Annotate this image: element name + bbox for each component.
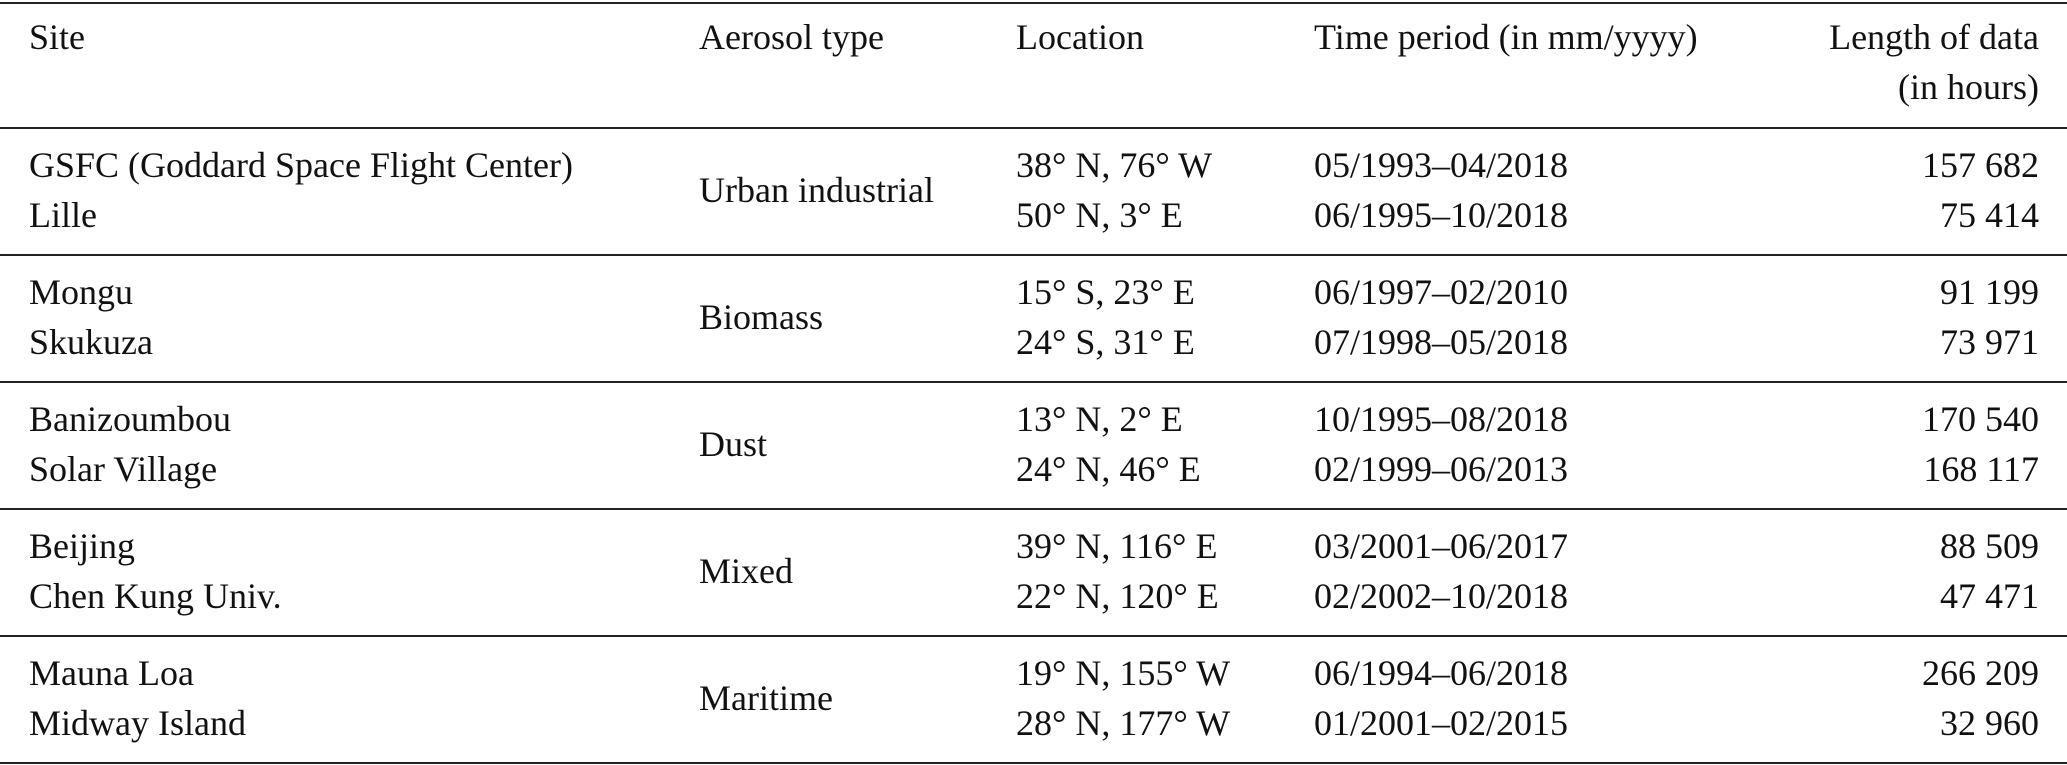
length: 170 540 bbox=[1922, 399, 2039, 439]
period: 02/2002–10/2018 bbox=[1314, 576, 1569, 616]
location: 22° N, 120° E bbox=[1016, 576, 1219, 616]
rule bbox=[0, 508, 2067, 510]
site: Midway Island bbox=[29, 703, 246, 743]
period: 06/1995–10/2018 bbox=[1314, 195, 1569, 235]
rule bbox=[0, 635, 2067, 637]
period: 06/1997–02/2010 bbox=[1314, 272, 1569, 312]
header-cell: Site bbox=[29, 17, 86, 57]
location: 50° N, 3° E bbox=[1016, 195, 1183, 235]
location: 38° N, 76° W bbox=[1016, 145, 1213, 185]
header-cell: Length of data (in hours) bbox=[1829, 17, 2039, 107]
location: 13° N, 2° E bbox=[1016, 399, 1183, 439]
site: Mongu bbox=[29, 272, 134, 312]
site: Banizoumbou bbox=[29, 399, 231, 439]
rule bbox=[0, 127, 2067, 129]
rule bbox=[0, 762, 2067, 764]
length: 266 209 bbox=[1922, 653, 2039, 693]
aerosol-type: Dust bbox=[699, 424, 768, 464]
period: 06/1994–06/2018 bbox=[1314, 653, 1569, 693]
period: 02/1999–06/2013 bbox=[1314, 449, 1569, 489]
header-cell: Aerosol type bbox=[699, 17, 884, 57]
location: 28° N, 177° W bbox=[1016, 703, 1231, 743]
length: 88 509 bbox=[1940, 526, 2039, 566]
period: 10/1995–08/2018 bbox=[1314, 399, 1569, 439]
header-cell: Time period (in mm/yyyy) bbox=[1314, 17, 1698, 57]
site: Solar Village bbox=[29, 449, 218, 489]
length: 32 960 bbox=[1940, 703, 2039, 743]
period: 01/2001–02/2015 bbox=[1314, 703, 1569, 743]
length: 168 117 bbox=[1923, 449, 2039, 489]
length: 75 414 bbox=[1940, 195, 2039, 235]
location: 39° N, 116° E bbox=[1016, 526, 1218, 566]
rule bbox=[0, 254, 2067, 256]
site: Mauna Loa bbox=[29, 653, 194, 693]
rule bbox=[0, 381, 2067, 383]
period: 03/2001–06/2017 bbox=[1314, 526, 1569, 566]
period: 05/1993–04/2018 bbox=[1314, 145, 1569, 185]
site: Lille bbox=[29, 195, 97, 235]
length: 73 971 bbox=[1940, 322, 2039, 362]
rule bbox=[0, 2, 2067, 4]
aerosol-type: Maritime bbox=[699, 678, 833, 718]
aerosol-type: Biomass bbox=[699, 297, 824, 337]
location: 24° N, 46° E bbox=[1016, 449, 1201, 489]
location: 24° S, 31° E bbox=[1016, 322, 1195, 362]
length: 47 471 bbox=[1940, 576, 2039, 616]
length: 91 199 bbox=[1940, 272, 2039, 312]
site: Beijing bbox=[29, 526, 135, 566]
site: Skukuza bbox=[29, 322, 153, 362]
aerosol-type: Mixed bbox=[699, 551, 793, 591]
site: Chen Kung Univ. bbox=[29, 576, 282, 616]
period: 07/1998–05/2018 bbox=[1314, 322, 1569, 362]
length: 157 682 bbox=[1922, 145, 2039, 185]
location: 15° S, 23° E bbox=[1016, 272, 1195, 312]
location: 19° N, 155° W bbox=[1016, 653, 1231, 693]
aerosol-type: Urban industrial bbox=[699, 170, 934, 210]
site: GSFC (Goddard Space Flight Center) bbox=[29, 145, 573, 185]
header-cell: Location bbox=[1016, 17, 1144, 57]
